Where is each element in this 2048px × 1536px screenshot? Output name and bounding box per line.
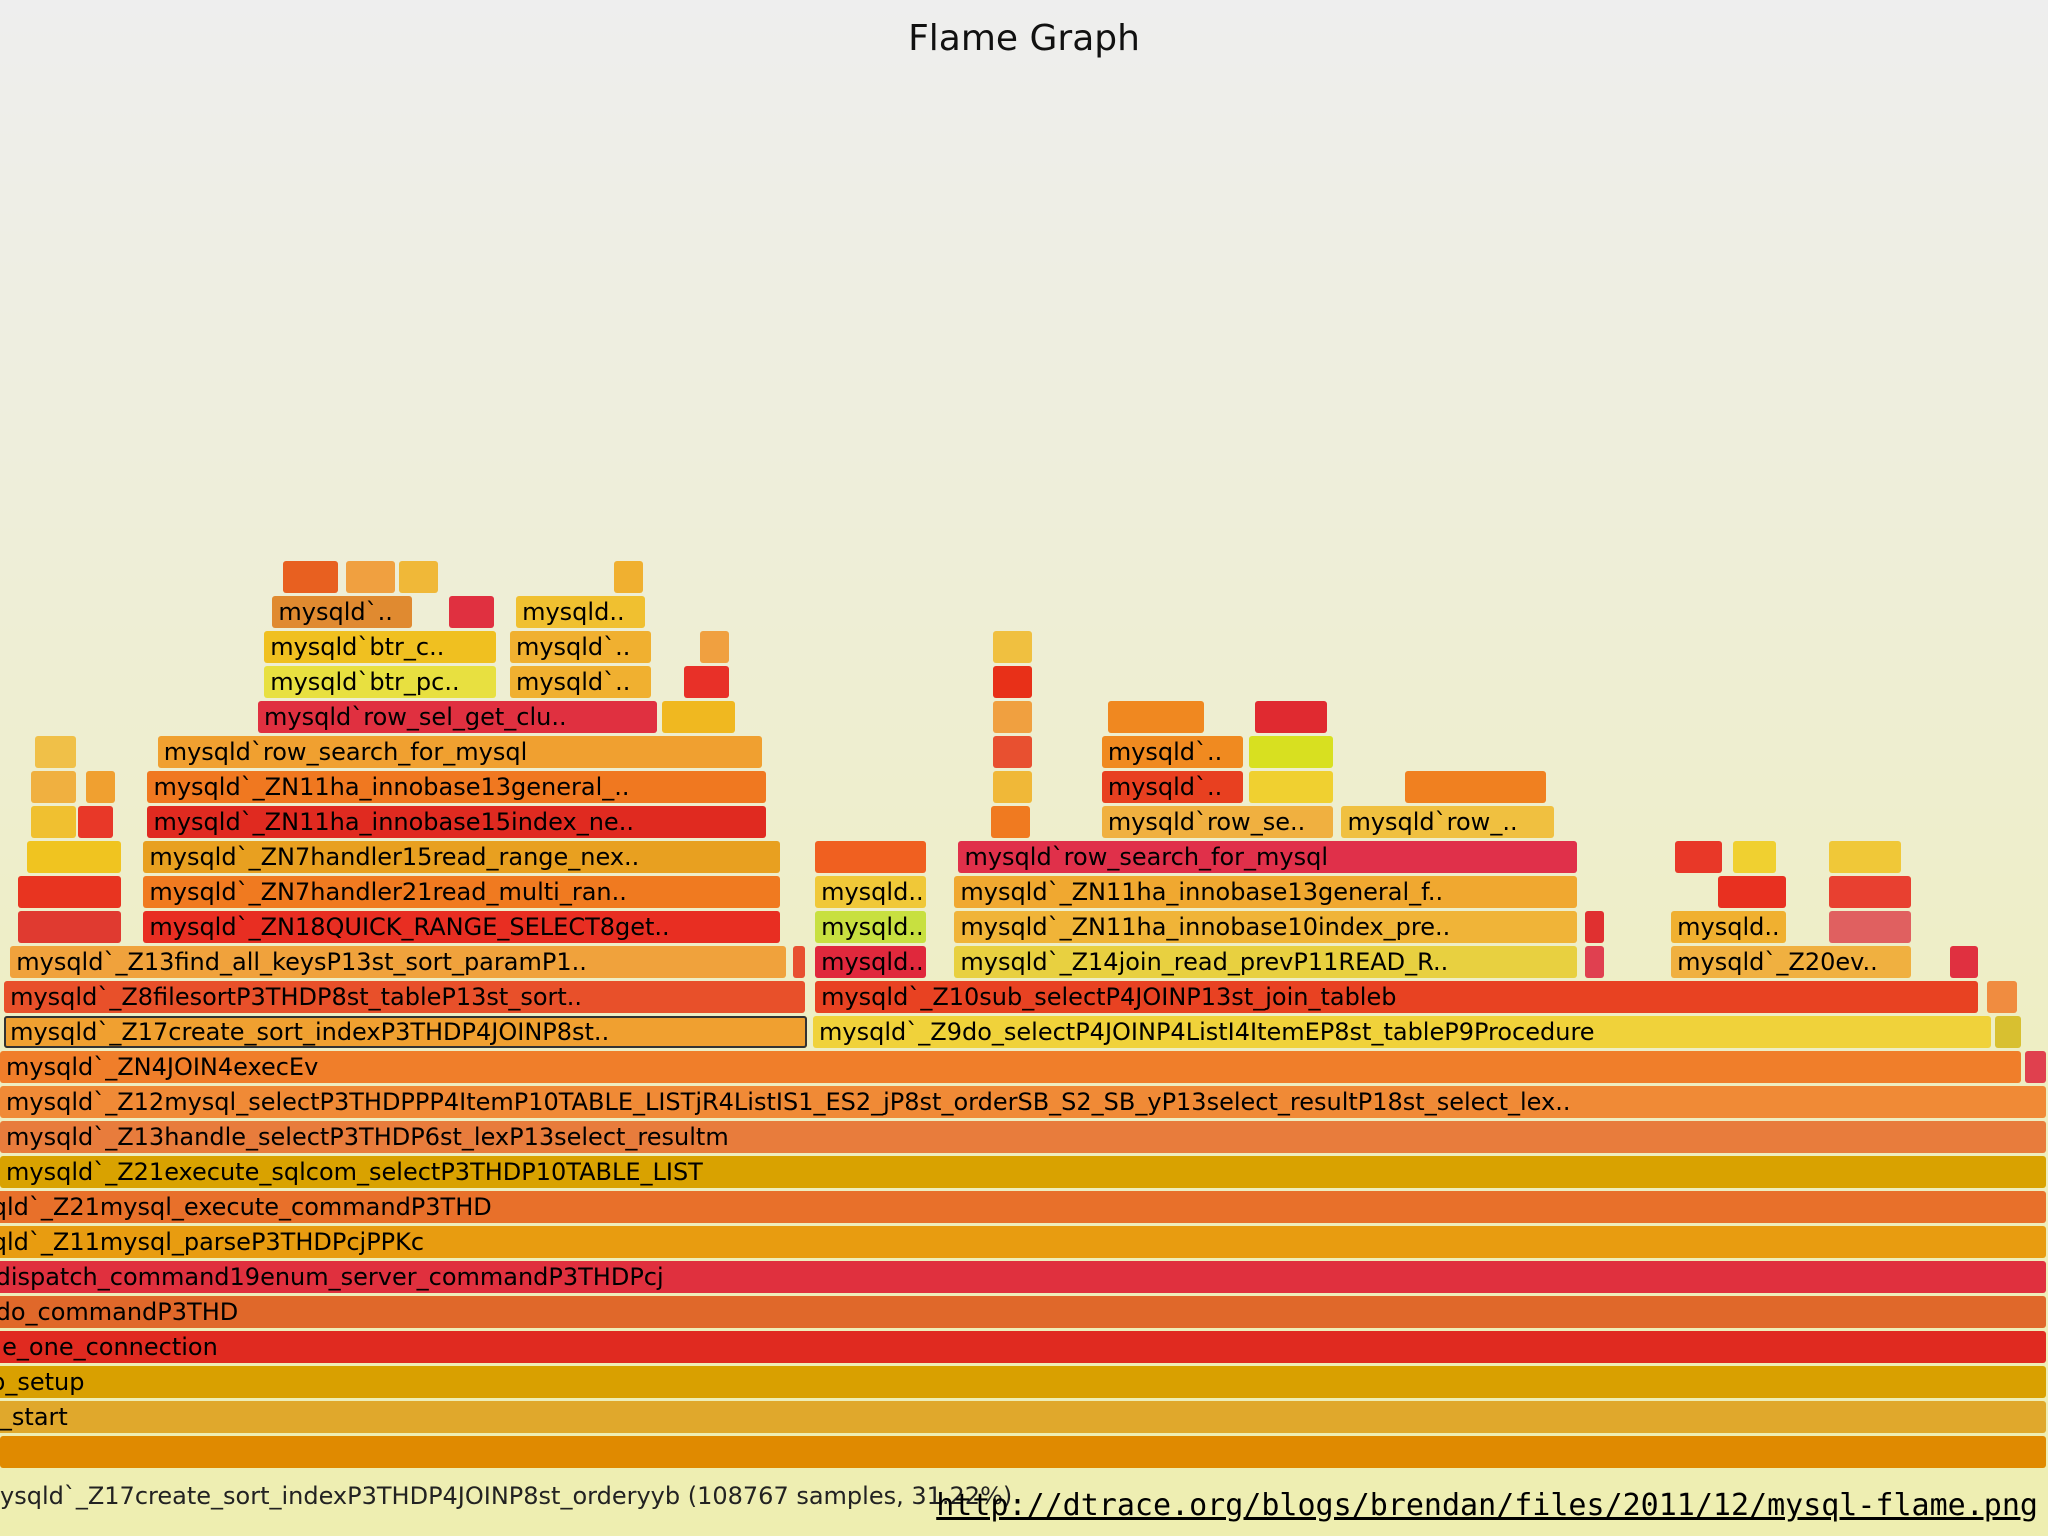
- flame-frame[interactable]: mysqld`_ZN11ha_innobase15index_ne..: [147, 806, 766, 838]
- flame-frame[interactable]: wp_start: [0, 1401, 2046, 1433]
- flame-frame[interactable]: [815, 841, 926, 873]
- flame-frame[interactable]: [1107, 701, 1205, 733]
- details-bar: ysqld`_Z17create_sort_indexP3THDP4JOINP8…: [0, 1482, 1013, 1510]
- flame-frame[interactable]: [1585, 946, 1604, 978]
- flame-frame[interactable]: mysqld`_Z20ev..: [1671, 946, 1911, 978]
- flame-frame[interactable]: mysqld`_Z17create_sort_indexP3THDP4JOINP…: [4, 1016, 807, 1048]
- flame-frame[interactable]: mysqld`..: [509, 666, 652, 698]
- chart-title: Flame Graph: [908, 18, 1140, 59]
- flame-frame[interactable]: [614, 561, 644, 593]
- flame-frame[interactable]: mysqld`..: [1101, 771, 1244, 803]
- flame-frame[interactable]: mysqld`row_search_for_mysql: [958, 841, 1577, 873]
- flame-frame[interactable]: [792, 946, 805, 978]
- flame-frame[interactable]: [1718, 876, 1786, 908]
- flame-frame[interactable]: [18, 876, 121, 908]
- flame-frame[interactable]: mysqld`row_..: [1341, 806, 1555, 838]
- flame-frame[interactable]: [448, 596, 494, 628]
- flame-frame[interactable]: mysqld..: [1671, 911, 1786, 943]
- flame-frame[interactable]: [2025, 1051, 2046, 1083]
- flame-frame[interactable]: mysqld`_ZN11ha_innobase13general_f..: [954, 876, 1577, 908]
- flame-frame[interactable]: [1249, 771, 1334, 803]
- flame-frame[interactable]: mysqld`_ZN7handler15read_range_nex..: [143, 841, 781, 873]
- flame-frame[interactable]: mysqld`_ZN7handler21read_multi_ran..: [143, 876, 781, 908]
- flame-frame[interactable]: mysqld`_Z13handle_selectP3THDP6st_lexP13…: [0, 1121, 2046, 1153]
- flame-frame[interactable]: mysqld`_ZN11ha_innobase13general_..: [147, 771, 766, 803]
- flame-frame[interactable]: [26, 841, 121, 873]
- flame-frame[interactable]: [684, 666, 730, 698]
- flame-frame[interactable]: [993, 771, 1033, 803]
- flame-frame[interactable]: [661, 701, 736, 733]
- flame-frame[interactable]: [1585, 911, 1604, 943]
- source-url-link[interactable]: http://dtrace.org/blogs/brendan/files/20…: [936, 1488, 2038, 1523]
- flame-frame[interactable]: [993, 631, 1033, 663]
- flame-frame[interactable]: [1255, 701, 1328, 733]
- flame-frame[interactable]: [1828, 876, 1911, 908]
- flame-frame[interactable]: [1986, 981, 2018, 1013]
- flame-frame[interactable]: mysqld`btr_c..: [264, 631, 496, 663]
- flame-frame[interactable]: [1249, 736, 1334, 768]
- flame-frame[interactable]: [1949, 946, 1979, 978]
- flame-frame[interactable]: [700, 631, 730, 663]
- flame-frame[interactable]: mysqld`_Z12mysql_selectP3THDPPP4ItemP10T…: [0, 1086, 2046, 1118]
- flame-frame[interactable]: [993, 701, 1033, 733]
- flame-frame[interactable]: ysqld`_Z11mysql_parseP3THDPcjPPKc: [0, 1226, 2046, 1258]
- flame-frame[interactable]: mysqld`_ZN18QUICK_RANGE_SELECT8get..: [143, 911, 781, 943]
- flame-frame[interactable]: mysqld`row_se..: [1101, 806, 1334, 838]
- flame-frame[interactable]: [1828, 911, 1911, 943]
- flame-frame[interactable]: [346, 561, 396, 593]
- flame-frame[interactable]: [1404, 771, 1547, 803]
- flame-frame[interactable]: ndle_one_connection: [0, 1331, 2046, 1363]
- flame-frame[interactable]: hrp_setup: [0, 1366, 2046, 1398]
- flame-frame[interactable]: mysqld`_Z10sub_selectP4JOINP13st_join_ta…: [815, 981, 1979, 1013]
- flame-frame[interactable]: [34, 736, 76, 768]
- flame-frame[interactable]: mysqld..: [516, 596, 646, 628]
- flame-frame[interactable]: [0, 1436, 2046, 1468]
- flame-frame[interactable]: [1675, 841, 1723, 873]
- flame-frame[interactable]: mysqld`row_search_for_mysql: [157, 736, 762, 768]
- flame-frame[interactable]: [1994, 1016, 2022, 1048]
- flame-frame[interactable]: mysqld`row_sel_get_clu..: [258, 701, 658, 733]
- flame-frame[interactable]: [282, 561, 338, 593]
- flame-frame[interactable]: [86, 771, 115, 803]
- flame-frame[interactable]: mysqld..: [815, 876, 926, 908]
- flame-frame[interactable]: mysqld`_Z9do_selectP4JOINP4ListI4ItemEP8…: [813, 1016, 1991, 1048]
- flame-frame[interactable]: mysqld`_Z21execute_sqlcom_selectP3THDP10…: [0, 1156, 2046, 1188]
- flame-frame[interactable]: [77, 806, 113, 838]
- flame-frame[interactable]: mysqld`btr_pc..: [264, 666, 496, 698]
- flame-frame[interactable]: mysqld`..: [272, 596, 412, 628]
- flame-frame[interactable]: [991, 806, 1031, 838]
- flame-frame[interactable]: mysqld`_ZN11ha_innobase10index_pre..: [954, 911, 1577, 943]
- flame-frame[interactable]: 10do_commandP3THD: [0, 1296, 2046, 1328]
- flame-frame[interactable]: mysqld..: [815, 911, 926, 943]
- flame-frame[interactable]: [399, 561, 439, 593]
- flame-frame[interactable]: ysqld`_Z21mysql_execute_commandP3THD: [0, 1191, 2046, 1223]
- flame-frame[interactable]: [30, 806, 76, 838]
- flame-frame[interactable]: [993, 736, 1033, 768]
- flame-frame[interactable]: mysqld`..: [1101, 736, 1244, 768]
- flame-frame[interactable]: mysqld`_Z8filesortP3THDP8st_tableP13st_s…: [4, 981, 805, 1013]
- flame-frame[interactable]: [1732, 841, 1776, 873]
- flame-frame[interactable]: mysqld`..: [509, 631, 652, 663]
- flame-frame[interactable]: mysqld`_Z13find_all_keysP13st_sort_param…: [10, 946, 787, 978]
- flame-frame[interactable]: [1828, 841, 1901, 873]
- flame-frame[interactable]: 16dispatch_command19enum_server_commandP…: [0, 1261, 2046, 1293]
- flame-frame[interactable]: [993, 666, 1033, 698]
- flame-frame[interactable]: mysqld`_Z14join_read_prevP11READ_R..: [954, 946, 1577, 978]
- flame-frame[interactable]: mysqld`_ZN4JOIN4execEv: [0, 1051, 2022, 1083]
- flame-frame[interactable]: mysqld..: [815, 946, 926, 978]
- flame-frame[interactable]: [18, 911, 121, 943]
- flame-frame[interactable]: [30, 771, 76, 803]
